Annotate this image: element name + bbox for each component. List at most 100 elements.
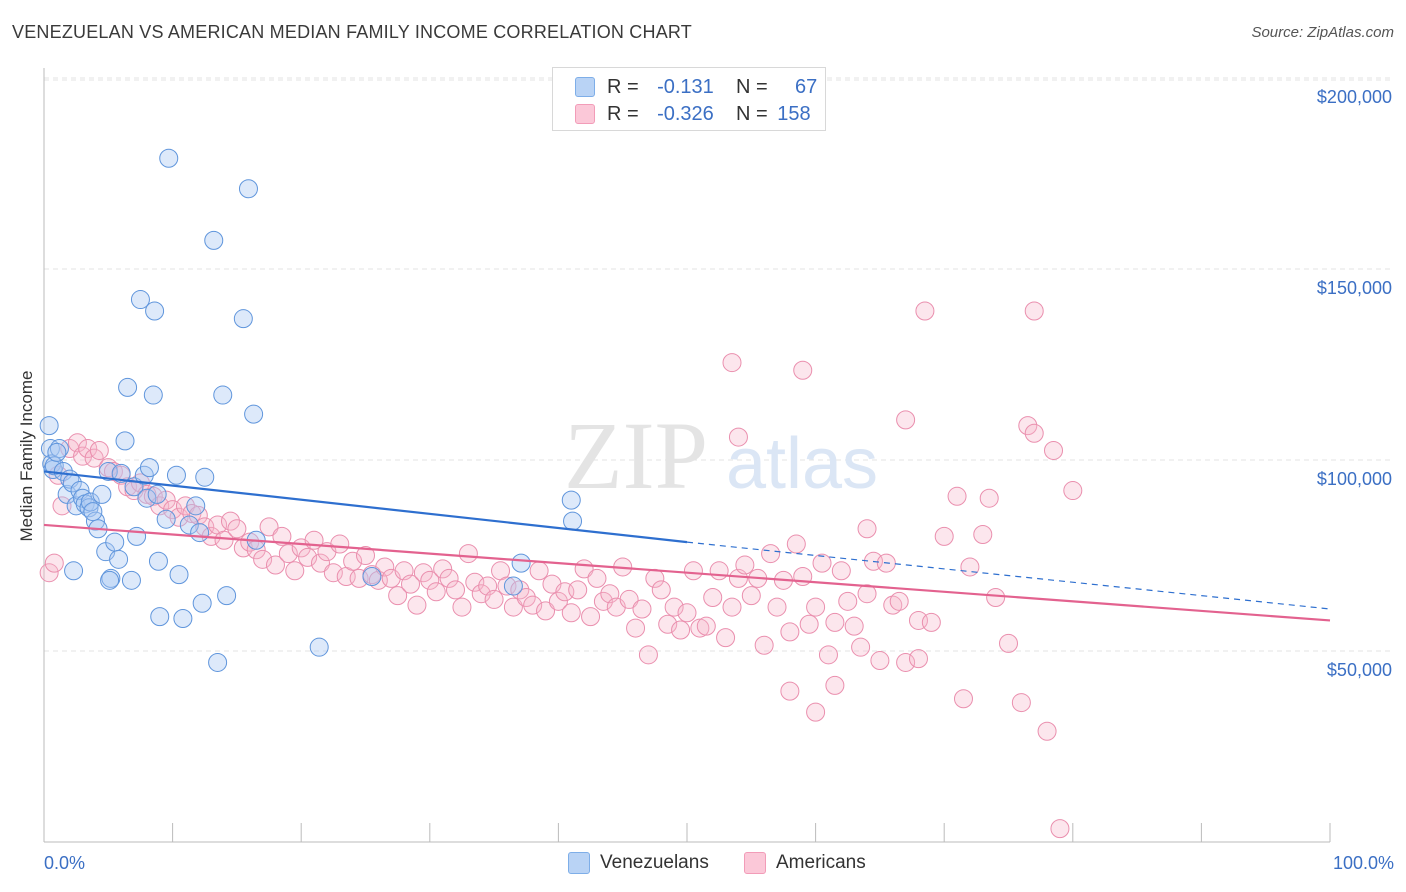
point-venezuelan bbox=[137, 488, 157, 508]
point-american bbox=[1024, 423, 1044, 443]
legend-row-venezuelans: R = -0.131 N = 67 bbox=[575, 75, 817, 99]
point-american bbox=[722, 353, 742, 373]
y-tick-label: $100,000 bbox=[1317, 469, 1392, 489]
point-american bbox=[523, 595, 543, 615]
point-american bbox=[581, 607, 601, 627]
venezuelans-points bbox=[39, 148, 583, 672]
point-american bbox=[703, 588, 723, 608]
point-venezuelan bbox=[47, 442, 67, 462]
point-american bbox=[1037, 721, 1057, 741]
point-american bbox=[401, 574, 421, 594]
point-american bbox=[356, 546, 375, 565]
trend-line-venezuelans-extension bbox=[686, 541, 1331, 610]
source-label: Source: ZipAtlas.com bbox=[1251, 24, 1394, 41]
point-american bbox=[426, 582, 446, 602]
point-american bbox=[690, 618, 710, 638]
point-american bbox=[915, 301, 935, 321]
point-american bbox=[812, 553, 832, 573]
point-american bbox=[163, 500, 183, 520]
point-american bbox=[330, 534, 350, 554]
point-american bbox=[323, 563, 343, 583]
point-american bbox=[1011, 693, 1031, 713]
point-american bbox=[52, 496, 72, 516]
point-venezuelan bbox=[169, 565, 189, 585]
point-american bbox=[896, 410, 916, 430]
point-venezuelan bbox=[166, 465, 186, 485]
point-american bbox=[420, 570, 440, 590]
point-venezuelan bbox=[39, 416, 59, 436]
point-american bbox=[587, 568, 607, 588]
point-venezuelan bbox=[511, 553, 531, 573]
y-tick-label: $150,000 bbox=[1317, 278, 1392, 298]
point-american bbox=[446, 580, 466, 600]
point-american bbox=[825, 612, 845, 632]
point-american bbox=[851, 637, 871, 657]
point-american bbox=[728, 427, 748, 447]
point-venezuelan bbox=[105, 532, 125, 552]
point-american bbox=[265, 555, 285, 575]
point-venezuelan bbox=[115, 431, 135, 451]
legend-r-value: -0.326 bbox=[657, 102, 714, 125]
point-venezuelan bbox=[147, 484, 167, 504]
point-american bbox=[433, 559, 453, 579]
point-american bbox=[156, 490, 176, 510]
point-american bbox=[722, 597, 742, 617]
point-american bbox=[658, 614, 678, 634]
point-american bbox=[831, 561, 851, 581]
point-american bbox=[310, 553, 330, 573]
y-tick-labels: $50,000 $100,000 $150,000 $200,000 bbox=[1317, 87, 1392, 680]
point-american bbox=[471, 584, 491, 604]
point-venezuelan bbox=[561, 490, 581, 510]
legend-n-value: 67 bbox=[795, 75, 818, 98]
series-legend: Venezuelans Americans bbox=[0, 852, 1406, 876]
legend-n-value: 158 bbox=[777, 102, 811, 125]
point-american bbox=[497, 576, 517, 596]
point-american bbox=[548, 591, 568, 611]
point-american bbox=[285, 561, 305, 581]
point-venezuelan bbox=[111, 463, 131, 483]
point-american bbox=[1050, 819, 1070, 839]
legend-r-label: R = bbox=[607, 75, 639, 98]
point-american bbox=[298, 547, 318, 567]
point-venezuelan bbox=[118, 377, 138, 397]
point-venezuelan bbox=[130, 290, 150, 310]
point-venezuelan bbox=[148, 551, 168, 571]
point-american bbox=[343, 551, 363, 571]
point-venezuelan bbox=[121, 570, 141, 590]
point-american bbox=[799, 614, 819, 634]
point-american bbox=[761, 544, 781, 564]
point-venezuelan bbox=[143, 385, 163, 405]
legend-r-value: -0.131 bbox=[657, 75, 714, 98]
point-american bbox=[960, 557, 980, 577]
point-american bbox=[908, 649, 928, 669]
x-tick-label-max: 100.0% bbox=[1333, 853, 1394, 873]
point-venezuelan bbox=[362, 567, 382, 587]
point-venezuelan bbox=[244, 404, 264, 424]
point-american bbox=[240, 532, 260, 552]
point-venezuelan bbox=[127, 526, 147, 546]
point-american bbox=[175, 496, 195, 516]
point-american bbox=[227, 519, 247, 539]
point-american bbox=[677, 603, 697, 623]
point-american bbox=[818, 645, 838, 665]
watermark: ZIP atlas bbox=[564, 402, 878, 509]
point-american bbox=[651, 580, 671, 600]
point-american bbox=[844, 616, 864, 636]
point-venezuelan bbox=[179, 515, 199, 535]
point-venezuelan bbox=[173, 609, 193, 629]
point-venezuelan bbox=[192, 593, 212, 613]
point-venezuelan bbox=[159, 148, 179, 168]
point-american bbox=[664, 597, 684, 617]
point-american bbox=[484, 589, 504, 609]
point-american bbox=[716, 628, 736, 648]
point-american bbox=[793, 360, 813, 380]
point-american bbox=[741, 586, 761, 606]
point-american bbox=[921, 612, 941, 632]
point-american bbox=[1018, 416, 1038, 436]
point-american bbox=[889, 591, 909, 611]
trend-line-americans bbox=[43, 523, 1331, 622]
series-name-americans: Americans bbox=[776, 852, 866, 873]
point-venezuelan bbox=[150, 607, 170, 627]
point-venezuelan bbox=[64, 561, 84, 581]
